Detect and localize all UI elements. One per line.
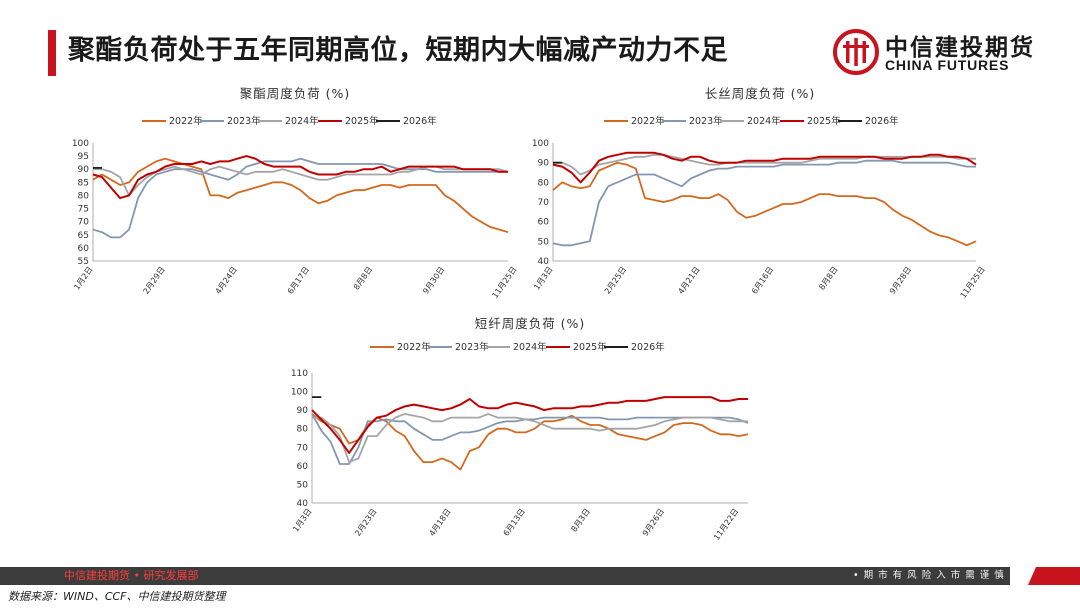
chart-2-series-line-1 (311, 413, 749, 465)
chart-0-legend-label-0: 2022年 (169, 115, 203, 127)
citic-logo-icon (833, 29, 879, 75)
footer-red-tab (1028, 567, 1080, 585)
chart-2-title: 短纤周度负荷 (%) (475, 316, 586, 331)
chart-1-legend-label-4: 2026年 (865, 115, 899, 127)
chart-1-x-tick-2: 4月21日 (676, 265, 701, 296)
chart-0-x-tick-1: 2月29日 (141, 265, 166, 296)
chart-0-y-tick-3: 70 (78, 218, 90, 228)
chart-0-y-tick-8: 95 (78, 152, 89, 162)
chart-1-y-tick-2: 60 (538, 218, 550, 228)
chart-2-y-tick-1: 50 (297, 480, 309, 490)
chart-1-x-tick-6: 11月25日 (959, 265, 987, 300)
chart-0-x-tick-3: 6月17日 (286, 265, 311, 296)
chart-2-x-tick-5: 9月26日 (641, 507, 666, 538)
chart-1-y-tick-0: 40 (538, 257, 550, 267)
chart-0-series-line-0 (92, 157, 509, 234)
chart-filament-load: 长丝周度负荷 (%) 2022年 2023年 2024年 2025年 2026年 40 50 6… (520, 80, 1000, 300)
chart-2-y-tick-5: 90 (297, 406, 309, 416)
chart-0-legend-label-3: 2025年 (345, 115, 379, 127)
chart-2-y-tick-3: 70 (297, 443, 309, 453)
chart-svg: 聚酯周度负荷 (%) 2022年 2023年 2024年 2025年 2026年 55 60 6… (72, 86, 519, 300)
chart-2-x-tick-2: 4月18日 (427, 507, 452, 538)
chart-1-legend-label-3: 2025年 (807, 115, 841, 127)
chart-1-series-line-1 (552, 159, 976, 247)
chart-1-series-line-3 (552, 151, 977, 184)
chart-0-x-tick-4: 8月8日 (352, 265, 374, 292)
chart-1-title: 长丝周度负荷 (%) (705, 86, 816, 101)
chart-1-x-tick-0: 1月3日 (532, 265, 554, 292)
chart-0-legend-label-1: 2023年 (227, 115, 261, 127)
chart-svg: 短纤周度负荷 (%) 2022年 2023年 2024年 2025年 2026年 40 50 6… (291, 316, 749, 542)
chart-0-y-tick-9: 100 (72, 139, 89, 149)
footer-department: 中信建投期货 • 研究发展部 (64, 569, 199, 582)
chart-0-series-line-1 (92, 157, 508, 239)
chart-staple-fiber-load: 短纤周度负荷 (%) 2022年 2023年 2024年 2025年 2026年 40 50 6… (280, 310, 780, 550)
chart-0-x-tick-0: 1月2日 (72, 265, 94, 292)
chart-2-x-tick-3: 6月13日 (502, 507, 527, 538)
chart-0-x-tick-6: 11月25日 (490, 265, 518, 300)
logo-text-en: CHINA FUTURES (885, 57, 1010, 73)
chart-1-y-tick-6: 100 (532, 139, 549, 149)
chart-1-legend-label-1: 2023年 (689, 115, 723, 127)
chart-svg: 长丝周度负荷 (%) 2022年 2023年 2024年 2025年 2026年 40 50 6… (532, 86, 987, 300)
chart-1-y-tick-1: 50 (538, 237, 550, 247)
page-title: 聚酯负荷处于五年同期高位，短期内大幅减产动力不足 (68, 35, 728, 66)
chart-0-y-tick-0: 55 (78, 257, 89, 267)
chart-2-x-tick-4: 8月3日 (570, 507, 592, 534)
chart-1-series-line-0 (552, 161, 977, 247)
chart-2-x-tick-6: 11月22日 (712, 507, 740, 542)
chart-2-legend-label-1: 2023年 (455, 341, 489, 353)
chart-1-y-tick-4: 80 (538, 178, 550, 188)
chart-0-title: 聚酯周度负荷 (%) (240, 86, 351, 101)
data-source: 数据来源：WIND、CCF、中信建投期货整理 (8, 590, 226, 603)
chart-0-y-tick-2: 65 (78, 231, 89, 241)
chart-2-legend-label-4: 2026年 (631, 341, 665, 353)
title-accent-bar (48, 30, 56, 76)
logo-text-cn: 中信建投期货 (885, 35, 1035, 61)
chart-2-series-line-2 (312, 413, 748, 464)
chart-1-x-tick-1: 2月25日 (603, 265, 628, 296)
chart-2-x-tick-0: 1月3日 (291, 507, 313, 534)
chart-polyester-load: 聚酯周度负荷 (%) 2022年 2023年 2024年 2025年 2026年 55 60 6… (60, 80, 530, 300)
chart-0-y-tick-1: 60 (78, 244, 90, 254)
chart-2-y-tick-4: 80 (297, 425, 309, 435)
chart-2-legend-label-0: 2022年 (397, 341, 431, 353)
chart-1-x-tick-4: 8月8日 (817, 265, 839, 292)
chart-2-legend-label-2: 2024年 (513, 341, 547, 353)
brand-logo: 中信建投期货 CHINA FUTURES (833, 26, 1043, 80)
chart-2-series-line-0 (311, 413, 749, 471)
chart-1-y-tick-5: 90 (538, 159, 550, 169)
chart-1-series-line-2 (553, 153, 976, 176)
chart-1-y-tick-3: 70 (538, 198, 550, 208)
chart-2-legend-label-3: 2025年 (573, 341, 607, 353)
chart-0-y-tick-7: 90 (78, 165, 90, 175)
chart-0-y-tick-4: 75 (78, 205, 89, 215)
chart-2-y-tick-7: 110 (291, 369, 308, 379)
chart-2-y-tick-6: 100 (291, 388, 308, 398)
footer-risk-warning: • 期 市 有 风 险 入 市 需 谨 慎 (853, 570, 1005, 581)
chart-0-y-tick-6: 85 (78, 178, 89, 188)
chart-2-series-line-3 (311, 396, 748, 454)
chart-0-legend-label-4: 2026年 (403, 115, 437, 127)
chart-1-legend-label-2: 2024年 (747, 115, 781, 127)
chart-2-y-tick-2: 60 (297, 462, 309, 472)
chart-1-x-tick-3: 6月16日 (750, 265, 775, 296)
chart-2-x-tick-1: 2月23日 (353, 507, 378, 538)
chart-0-y-tick-5: 80 (78, 191, 90, 201)
chart-0-legend-label-2: 2024年 (285, 115, 319, 127)
chart-1-x-tick-5: 9月28日 (888, 265, 913, 296)
footer-bar (0, 567, 1010, 585)
chart-0-x-tick-5: 9月30日 (421, 265, 446, 296)
chart-0-series-line-3 (92, 155, 508, 200)
chart-0-x-tick-2: 4月24日 (214, 265, 239, 296)
chart-1-legend-label-0: 2022年 (631, 115, 665, 127)
chart-2-y-tick-0: 40 (297, 499, 309, 509)
